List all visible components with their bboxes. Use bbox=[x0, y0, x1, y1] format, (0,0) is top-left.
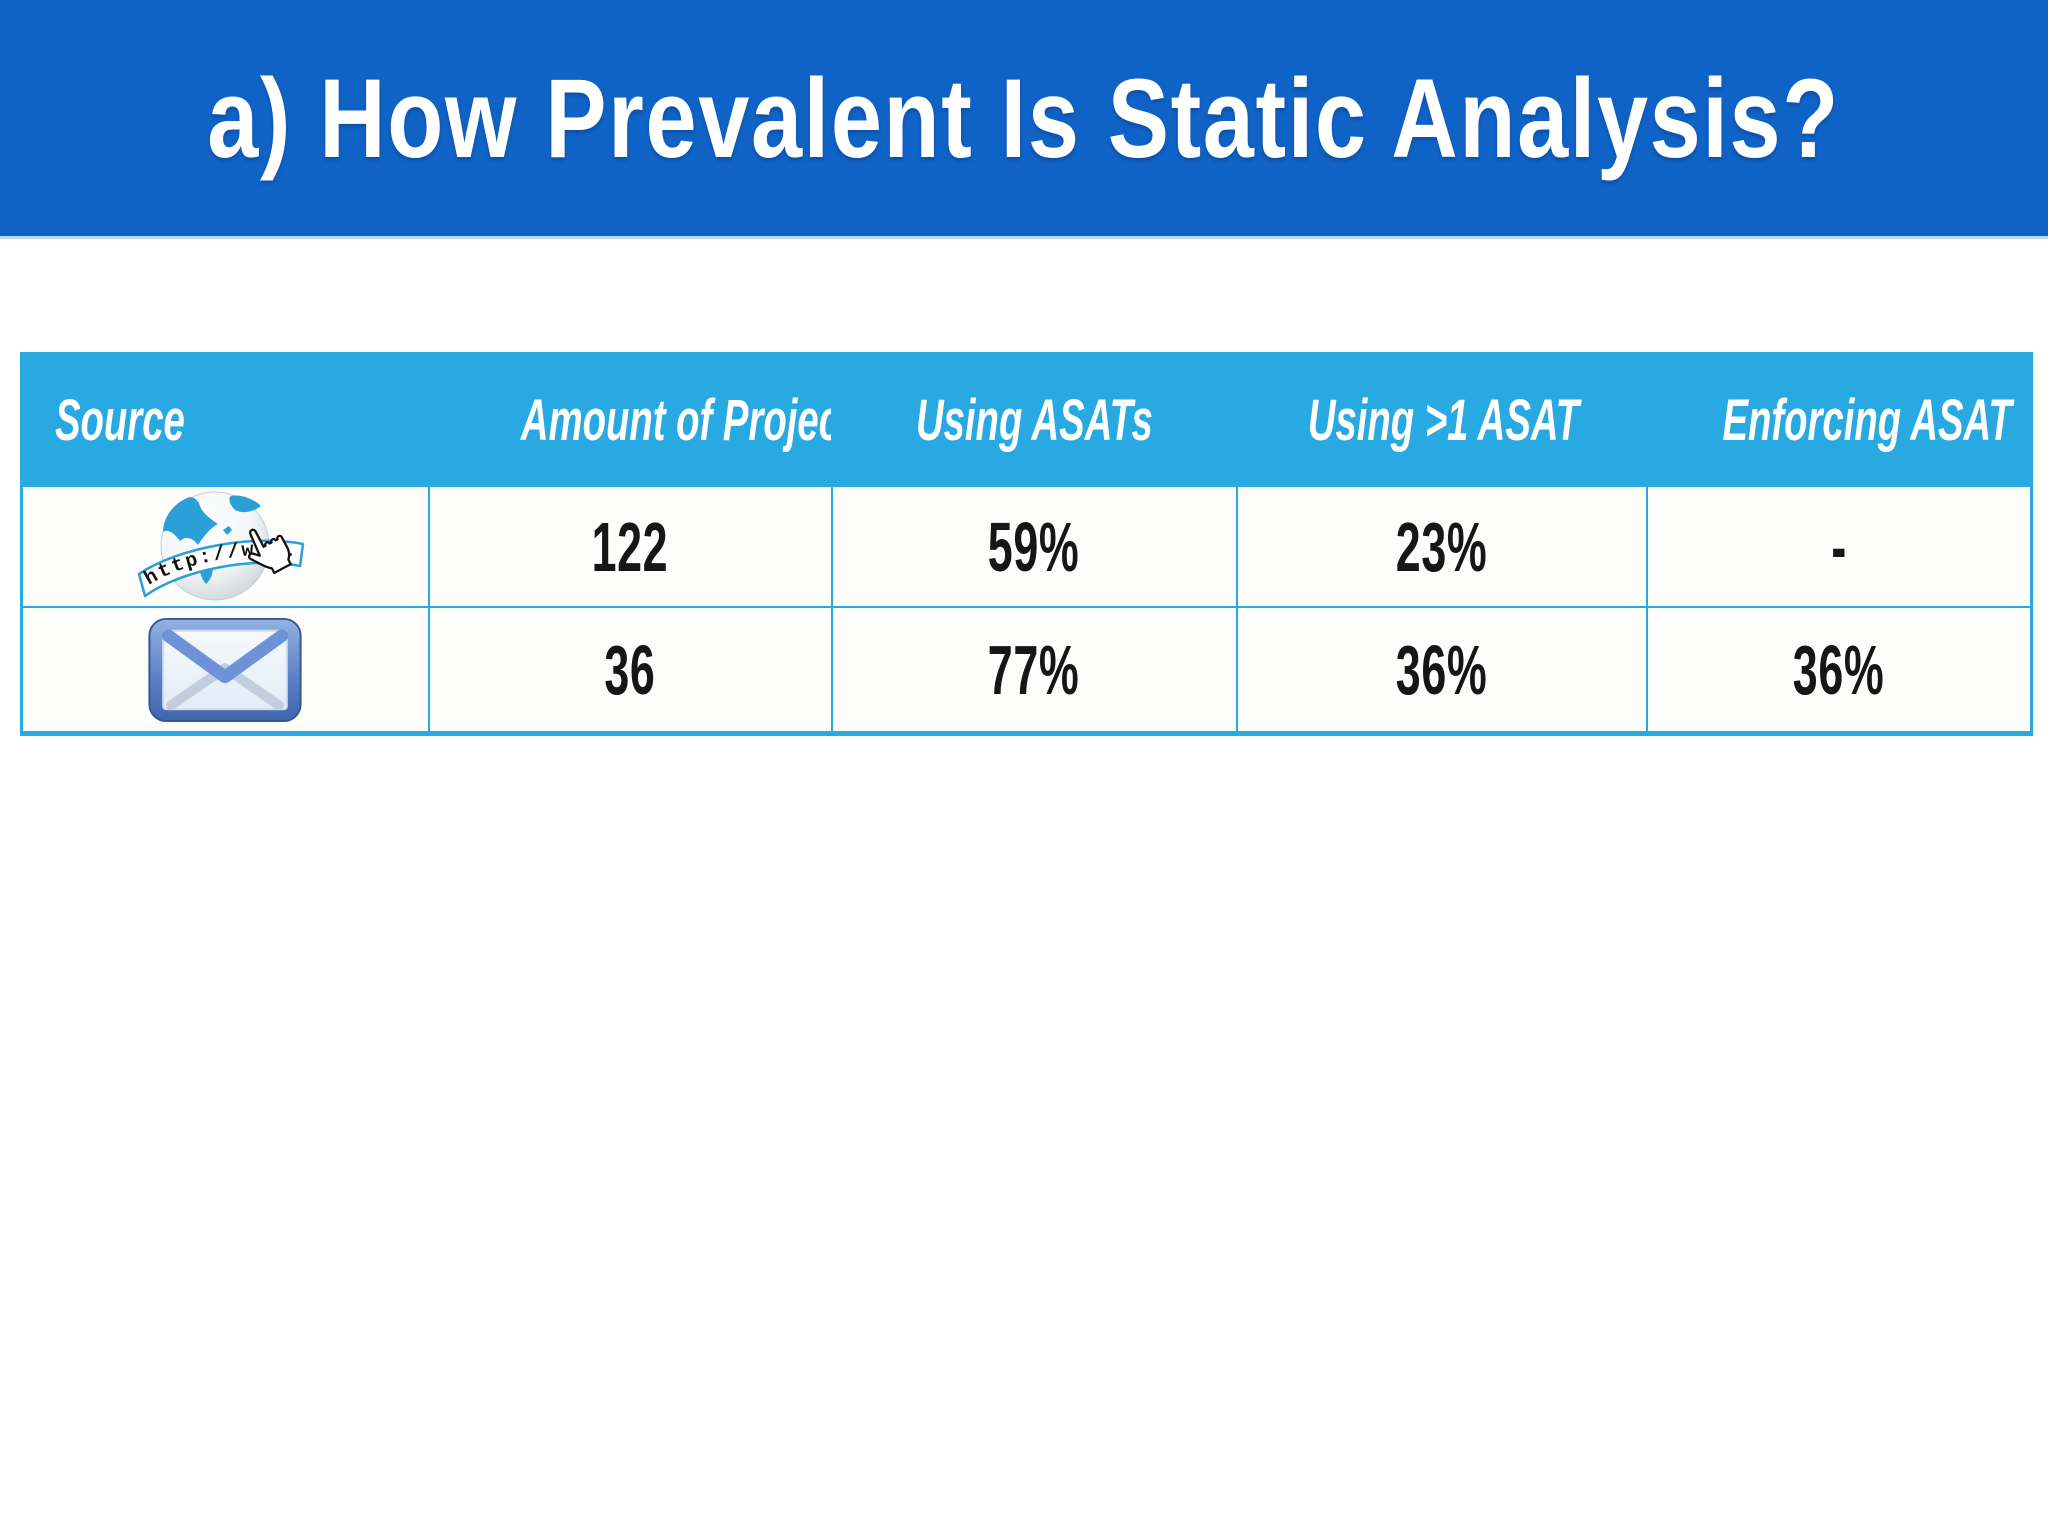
column-header-using-asats: Using ASATs bbox=[830, 352, 1238, 487]
amount-cell: 122 bbox=[427, 485, 833, 608]
column-header-label: Using ASATs bbox=[915, 387, 1153, 453]
web-globe-icon: http://www. bbox=[138, 491, 305, 600]
prevalence-table-wrap: Source Amount of Projects Using ASATs Us… bbox=[20, 352, 2033, 736]
column-header-label: Enforcing ASAT bbox=[1721, 387, 2012, 453]
column-header-using-multiple-asat: Using >1 ASAT bbox=[1235, 352, 1648, 487]
table-header-row: Source Amount of Projects Using ASATs Us… bbox=[20, 352, 2033, 487]
prevalence-table: Source Amount of Projects Using ASATs Us… bbox=[20, 352, 2033, 736]
column-header-label: Source bbox=[55, 387, 185, 453]
using-asats-cell: 77% bbox=[830, 606, 1238, 735]
page-title: a) How Prevalent Is Static Analysis? bbox=[207, 55, 1841, 181]
column-header-label: Using >1 ASAT bbox=[1307, 387, 1579, 453]
column-header-enforcing-asat: Enforcing ASAT bbox=[1645, 352, 2033, 487]
using-multiple-asat-cell: 23% bbox=[1235, 485, 1648, 608]
using-multiple-asat-cell: 36% bbox=[1235, 606, 1648, 735]
continent-shape bbox=[229, 494, 262, 512]
column-header-label: Amount of Projects bbox=[520, 387, 829, 453]
amount-cell: 36 bbox=[427, 606, 833, 735]
using-asats-cell: 59% bbox=[830, 485, 1238, 608]
enforcing-asat-cell: - bbox=[1645, 485, 2033, 608]
column-header-source: Source bbox=[20, 352, 430, 487]
cursor-hand-icon bbox=[248, 528, 293, 574]
source-cell: http://www. bbox=[20, 485, 430, 608]
slide-header: a) How Prevalent Is Static Analysis? bbox=[0, 0, 2048, 239]
continent-shape bbox=[163, 496, 219, 545]
table-row: http://www. 122 59% bbox=[20, 485, 2033, 608]
column-header-amount-of-projects: Amount of Projects bbox=[427, 352, 833, 487]
source-cell bbox=[20, 606, 430, 735]
envelope-front-flap bbox=[161, 628, 289, 683]
enforcing-asat-cell: 36% bbox=[1645, 606, 2033, 735]
table-row: 36 77% 36% 36% bbox=[20, 606, 2033, 735]
email-envelope-icon bbox=[148, 617, 302, 722]
continent-shape bbox=[223, 525, 233, 535]
